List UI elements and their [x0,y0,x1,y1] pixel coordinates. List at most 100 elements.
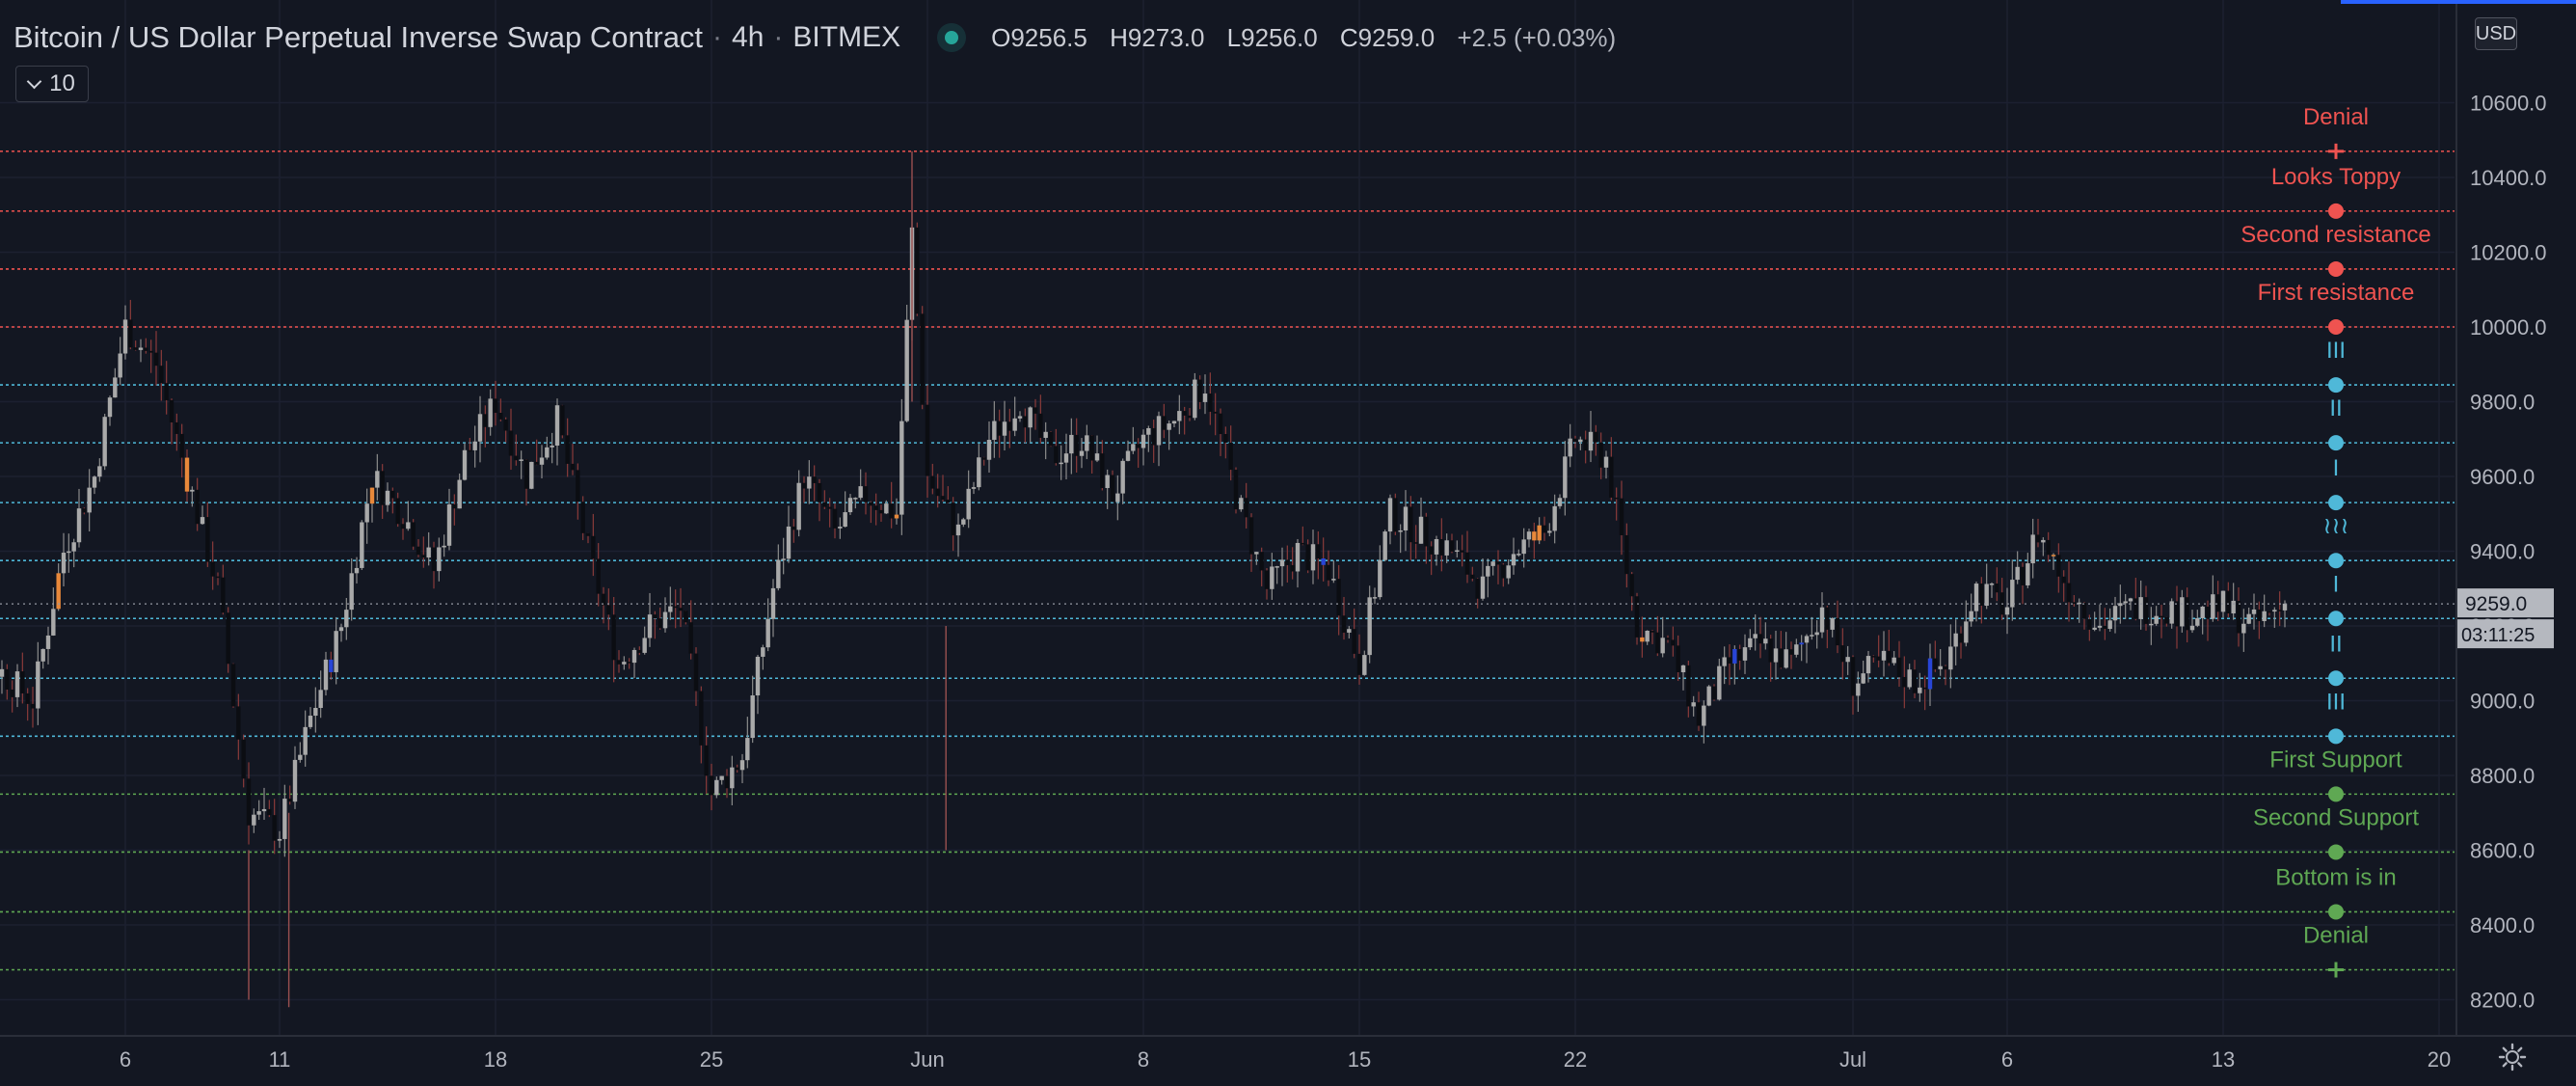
time-tick-label: Jun [910,1047,944,1072]
candle-body [2128,598,2133,602]
candle-body [1840,645,1845,663]
level-label: Looks Toppy [2271,164,2401,190]
candle-body [889,503,894,519]
candle-body [1331,579,1336,581]
candle-body [1460,550,1464,553]
countdown-tag [2457,619,2554,649]
candle-body [812,476,817,483]
candle-body [1887,650,1892,664]
candle-body [138,347,144,350]
close-value: 9259.0 [1357,22,1436,52]
candle-body [519,459,523,461]
candle-body [657,618,662,629]
symbol-title[interactable]: Bitcoin / US Dollar Perpetual Inverse Sw… [13,20,704,54]
currency-button[interactable]: USD [2475,17,2517,50]
candle-body [1455,550,1460,553]
candle-body [1089,435,1094,461]
candle-body [1995,584,1999,593]
price-tick-label: 9000.0 [2470,690,2535,714]
candle-body [221,577,226,613]
candle-body [1918,687,1922,693]
candle-body [1810,635,1814,637]
candle-body [1038,413,1043,438]
candle-body [76,508,82,543]
candle-body [215,576,221,579]
candle-body [2081,602,2087,619]
candle-body [354,567,360,574]
candle-body [920,313,925,405]
candle-body [498,413,503,420]
candle-body [2231,600,2236,613]
candle-body [1676,645,1680,673]
candle-body [30,703,36,709]
candle-body [1105,475,1110,489]
candle-body [287,799,292,802]
level-label: First Support [2269,747,2402,773]
candle-body [1619,498,1624,535]
candle-body [277,838,282,841]
candle-body [1516,554,1521,556]
gear-icon[interactable] [2497,1042,2528,1072]
candle-body [1521,539,1526,555]
candle-body [884,503,889,514]
candle-body [1984,584,1989,607]
candle-body [1146,427,1151,435]
level-label: I [2333,571,2340,597]
candle-body [1275,566,1279,568]
candle-body [2246,613,2251,624]
candle-body [503,419,508,431]
market-status-icon[interactable] [945,31,959,44]
candle-body [714,779,719,796]
candle-body [631,649,637,664]
level-dot-icon [2328,553,2344,569]
candle-body [1727,657,1732,664]
candle-body [2143,597,2149,624]
change-value: +2.5 (+0.03%) [1457,22,1617,52]
candle-body [2226,590,2231,613]
candle-body [118,353,122,378]
candle-body [684,611,688,623]
candle-body [1696,702,1702,726]
candle-body [765,618,770,648]
candle-body [431,547,437,572]
candle-body [1239,498,1244,510]
candle-body [1814,632,1819,636]
candle-body [1799,642,1804,645]
candle-body [477,414,483,442]
candle-body [261,808,267,812]
candle-body [843,512,847,528]
candle-body [1686,665,1691,707]
candle-body [2159,615,2164,618]
candle-body [668,606,673,612]
time-tick-label: 22 [1564,1047,1587,1072]
candle-body [472,441,477,450]
candle-body [1526,531,1532,540]
candle-body [437,547,442,572]
candle-body [688,622,693,654]
candle-body [1768,638,1773,663]
candle-body [1671,639,1676,646]
candle-body [1007,421,1012,431]
candle-body [863,486,869,502]
candle-body [940,496,946,501]
candle-body [1773,648,1779,663]
candle-body [2220,590,2226,612]
candle-body [1973,584,1979,611]
candle-body [1464,552,1470,575]
indicators-toggle-button[interactable]: 10 [15,66,89,102]
candle-body [1490,561,1495,566]
candle-body [2138,597,2143,619]
level-label: II [2329,631,2342,657]
interval-label[interactable]: 4h [732,21,765,53]
low-label: L [1226,22,1242,52]
candle-body [1804,636,1810,643]
candle-body [580,502,585,533]
candle-body [1017,416,1023,419]
candle-body [364,503,369,523]
candle-body [1640,637,1645,642]
level-label: III [2326,338,2346,364]
candle-body [1336,579,1341,616]
candle-body [611,614,616,661]
candle-body [329,659,334,672]
